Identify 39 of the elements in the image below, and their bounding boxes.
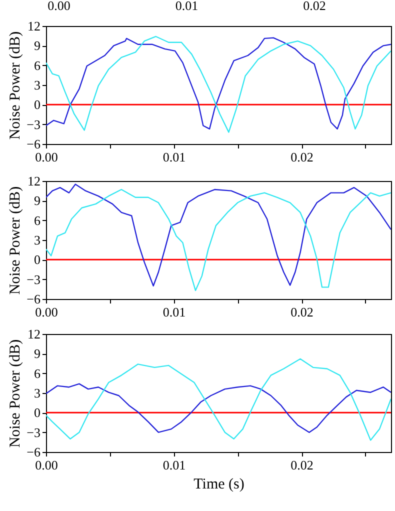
y-tick-label: 6 — [34, 212, 41, 228]
y-tick-label: 6 — [34, 58, 41, 73]
y-axis-title: Noise Power (dB) — [8, 339, 24, 448]
y-tick-label: −6 — [26, 136, 41, 152]
line-series — [46, 383, 391, 433]
x-tick-label: 0.02 — [290, 304, 314, 320]
y-tick-label: 3 — [34, 232, 40, 248]
x-tick-label: 0.02 — [290, 150, 314, 164]
y-axis-title: Noise Power (dB) — [8, 186, 24, 295]
y-axis-title: Noise Power (dB) — [8, 31, 24, 140]
y-tick-label: −3 — [26, 272, 40, 287]
text: 0.02 — [303, 0, 326, 13]
y-tick-label: 12 — [28, 326, 40, 342]
y-tick-label: 12 — [28, 18, 40, 34]
y-tick-label: 12 — [28, 174, 40, 188]
x-tick-label: 0.00 — [35, 304, 58, 320]
y-tick-label: 9 — [34, 193, 40, 208]
y-tick-label: 6 — [34, 366, 41, 381]
y-tick-label: 3 — [34, 386, 40, 400]
y-tick-label: −6 — [26, 444, 41, 460]
y-tick-label: 3 — [34, 78, 40, 92]
y-tick-label: 0 — [34, 97, 40, 112]
text: 0.01 — [175, 0, 198, 13]
x-tick-label: 0.02 — [290, 458, 314, 472]
y-tick-label: −3 — [26, 116, 40, 132]
text: 0.00 — [48, 0, 70, 13]
x-tick-label: 0.01 — [162, 458, 186, 472]
y-tick-label: −6 — [26, 292, 41, 306]
y-tick-label: −3 — [26, 424, 40, 440]
y-tick-label: 9 — [34, 38, 40, 54]
x-tick-label: 0.01 — [162, 304, 186, 320]
x-tick-label: 0.00 — [35, 458, 58, 472]
y-tick-label: 0 — [34, 252, 40, 268]
x-axis-title: Time (s) — [194, 476, 244, 492]
x-tick-label: 0.01 — [162, 150, 186, 164]
y-tick-label: 0 — [34, 405, 40, 420]
y-tick-label: 9 — [34, 346, 40, 362]
x-tick-label: 0.00 — [35, 150, 58, 164]
line-series — [46, 358, 391, 441]
